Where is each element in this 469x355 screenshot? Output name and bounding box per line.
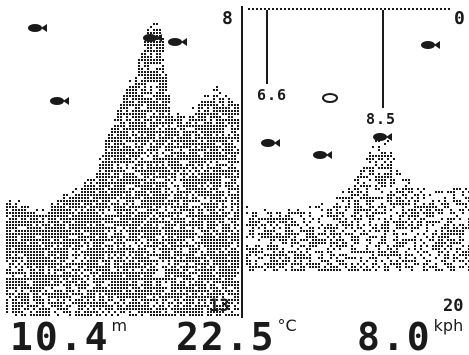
depth-value: 10.4 <box>10 315 110 355</box>
depth-readout: 10.4 m <box>10 318 127 355</box>
speed-value: 8.0 <box>357 315 432 355</box>
fish-icon <box>313 151 332 159</box>
fish-depth-marker-icon <box>322 93 338 103</box>
history-scale-bottom: 13 <box>209 296 230 316</box>
depth-unit: m <box>111 316 128 335</box>
fish-icon <box>143 34 162 42</box>
speed-readout: 8.0 kph <box>357 318 463 355</box>
zoom-scale-bottom: 20 <box>443 296 464 316</box>
fish-icon <box>261 139 280 147</box>
temperature-value: 22.5 <box>176 315 276 355</box>
fish-icon <box>373 133 392 141</box>
fish-icon <box>28 24 47 32</box>
fish-icon <box>168 38 187 46</box>
zoom-marker-label-2: 8.5 <box>366 110 397 128</box>
fish-icon <box>50 97 69 105</box>
fish-icon <box>421 41 440 49</box>
zoom-scale-top: 0 <box>454 8 465 29</box>
temperature-unit: °C <box>277 316 297 335</box>
temperature-readout: 22.5 °C <box>176 318 297 355</box>
history-scale-top: 8 <box>222 8 233 29</box>
sonar-zoom-echo <box>246 140 469 271</box>
zoom-marker-label-1: 6.6 <box>257 86 288 104</box>
sonar-history-echo <box>6 23 239 316</box>
speed-unit: kph <box>433 316 464 335</box>
